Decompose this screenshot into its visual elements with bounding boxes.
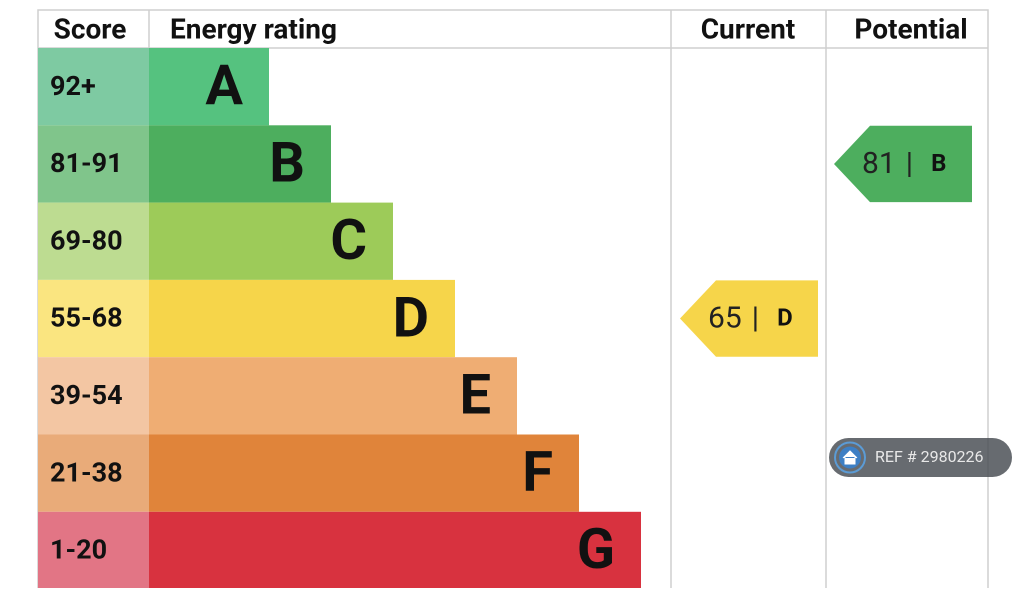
band-letter: G — [577, 516, 615, 582]
arrows: 65 | D 81 | B — [680, 125, 972, 357]
band-range: 55-68 — [50, 302, 123, 334]
score-cell — [38, 511, 149, 590]
bands: 92+ A 81-91 B 69-80 C 55-68 D 39-54 E 21-38 F 1-20 G — [38, 48, 641, 590]
current-rating: D — [777, 304, 793, 332]
band-range: 39-54 — [50, 379, 123, 411]
band-letter: F — [522, 439, 553, 505]
band-letter: A — [205, 52, 243, 118]
band-bar — [149, 434, 579, 512]
home-icon — [842, 450, 858, 465]
ref-badge: REF # 2980226 — [829, 438, 1012, 477]
badge-ring — [834, 441, 866, 474]
header-potential: Potential — [854, 12, 967, 45]
band-range: 81-91 — [50, 147, 123, 179]
current-label: 65 | D — [708, 300, 793, 335]
header-score: Score — [54, 12, 127, 45]
band-bar — [149, 48, 269, 126]
potential-rating: B — [931, 149, 946, 177]
band-bar — [149, 202, 393, 280]
band-bar — [149, 357, 517, 435]
band-range: 69-80 — [50, 224, 123, 256]
band-bar — [149, 511, 641, 590]
current-value: 65 — [708, 300, 742, 335]
band-range: 21-38 — [50, 456, 123, 488]
badge-icon — [839, 446, 861, 469]
ref-text: REF # 2980226 — [875, 447, 984, 466]
score-cell — [38, 434, 149, 512]
current-separator: | — [752, 300, 759, 335]
potential-value: 81 — [862, 146, 896, 181]
badge-bg — [829, 438, 1012, 477]
band-letter: E — [460, 362, 492, 428]
score-cell — [38, 357, 149, 435]
band-range: 92+ — [50, 70, 96, 102]
potential-separator: | — [906, 146, 913, 181]
score-cell — [38, 202, 149, 280]
band-range: 1-20 — [50, 534, 107, 566]
potential-arrow — [834, 125, 972, 203]
current-arrow — [680, 280, 818, 357]
score-cell — [38, 125, 149, 203]
header-current: Current — [701, 12, 796, 45]
band-letter: C — [330, 207, 367, 273]
potential-label: 81 | B — [862, 146, 946, 181]
band-bar — [149, 125, 331, 203]
band-letter: D — [393, 284, 429, 350]
band-letter: B — [269, 130, 305, 196]
score-cell — [38, 48, 149, 126]
score-cell — [38, 279, 149, 358]
band-bar — [149, 279, 455, 358]
header-energy: Energy rating — [170, 12, 337, 45]
